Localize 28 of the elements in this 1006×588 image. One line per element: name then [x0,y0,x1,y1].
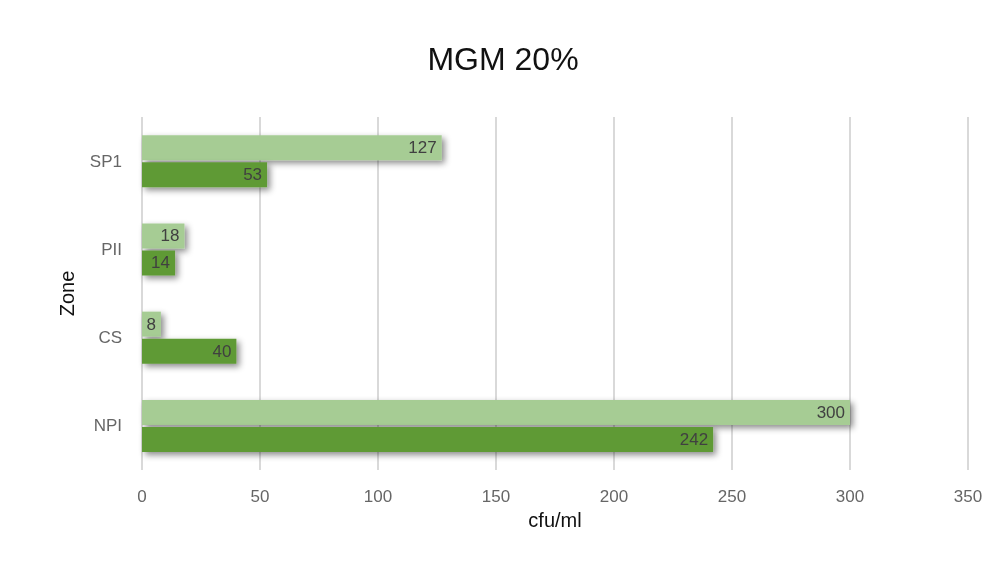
data-label: 8 [146,314,156,334]
data-label: 127 [408,138,437,158]
chart-title: MGM 20% [427,41,579,77]
bar [142,338,237,364]
x-axis-title: cfu/ml [528,509,582,531]
x-tick-label: 300 [835,487,865,506]
x-tick-label: 0 [137,487,147,506]
y-tick-label: PII [101,239,122,259]
bar [142,426,714,452]
y-tick-label: CS [98,328,122,348]
bar [142,399,850,425]
y-tick-label: SP1 [89,151,122,171]
y-tick-label: NPI [93,416,122,436]
data-label: 242 [679,429,709,449]
x-tick-label: 150 [481,487,511,506]
bar [142,162,268,188]
data-label: 53 [243,165,263,185]
data-label: 18 [160,226,180,246]
x-tick-label: 50 [250,487,270,506]
x-tick-label: 100 [363,487,393,506]
data-label: 14 [151,253,171,273]
data-label: 40 [212,341,232,361]
y-axis-title: Zone [56,270,78,317]
x-tick-label: 350 [953,487,983,506]
x-tick-label: 200 [599,487,629,506]
data-label: 300 [816,402,845,422]
bar [142,135,442,161]
x-tick-label: 250 [717,487,747,506]
